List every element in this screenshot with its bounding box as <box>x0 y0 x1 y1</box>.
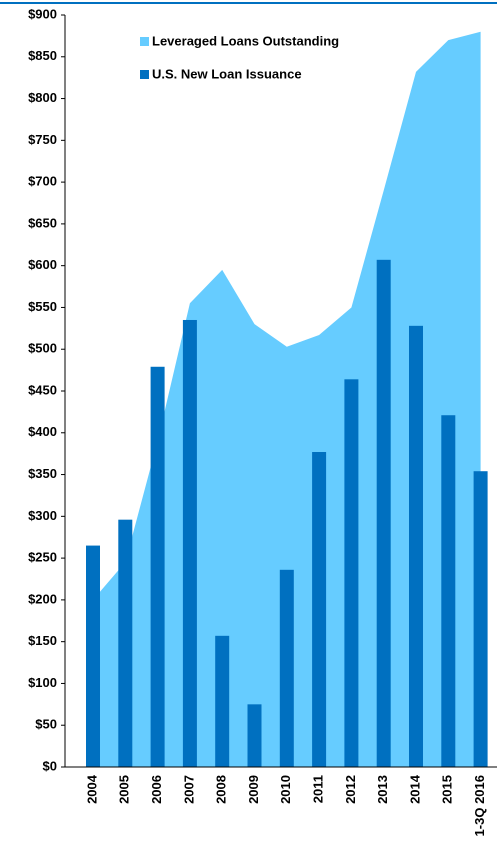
y-tick-label: $650 <box>28 215 57 230</box>
y-tick-label: $250 <box>28 550 57 565</box>
y-tick-label: $450 <box>28 382 57 397</box>
y-tick-label: $750 <box>28 132 57 147</box>
bar <box>150 366 165 767</box>
bar <box>376 259 391 767</box>
y-tick-label: $100 <box>28 675 57 690</box>
y-tick-label: $350 <box>28 466 57 481</box>
legend-swatch <box>140 70 149 79</box>
y-tick-label: $800 <box>28 90 57 105</box>
legend-swatch <box>140 37 149 46</box>
x-tick-label: 2009 <box>246 775 261 804</box>
x-tick-label: 2004 <box>84 774 99 804</box>
x-tick-label: 2011 <box>311 775 326 803</box>
y-tick-label: $850 <box>28 48 57 63</box>
bar <box>247 704 262 767</box>
y-tick-label: $550 <box>28 299 57 314</box>
bar <box>441 415 456 767</box>
x-tick-label: 2015 <box>440 775 455 804</box>
bar <box>473 471 488 767</box>
x-tick-label: 2012 <box>343 775 358 804</box>
x-tick-label: 2010 <box>278 775 293 804</box>
legend-label: Leveraged Loans Outstanding <box>152 33 339 48</box>
x-tick-label: 2013 <box>375 775 390 804</box>
x-tick-label: 2005 <box>117 775 132 804</box>
x-tick-label: 2006 <box>149 775 164 804</box>
bar <box>409 325 423 767</box>
y-tick-label: $600 <box>28 257 57 272</box>
bar <box>86 545 100 767</box>
y-tick-label: $500 <box>28 341 57 356</box>
y-tick-label: $700 <box>28 174 57 189</box>
y-tick-label: $300 <box>28 508 57 523</box>
bar <box>182 319 197 767</box>
y-tick-label: $0 <box>43 758 57 773</box>
bar <box>279 569 294 767</box>
y-tick-label: $50 <box>35 717 57 732</box>
x-tick-label: 2008 <box>214 775 229 804</box>
y-tick-label: $200 <box>28 591 57 606</box>
x-tick-label: 1-3Q 2016 <box>472 775 487 836</box>
bar <box>312 451 327 767</box>
y-tick-label: $400 <box>28 424 57 439</box>
bar <box>344 379 359 767</box>
x-tick-label: 2014 <box>407 774 422 804</box>
bar <box>118 519 133 767</box>
y-tick-label: $150 <box>28 633 57 648</box>
legend-label: U.S. New Loan Issuance <box>152 66 302 81</box>
bar <box>215 635 230 767</box>
y-tick-label: $900 <box>28 6 57 21</box>
x-tick-label: 2007 <box>181 775 196 804</box>
